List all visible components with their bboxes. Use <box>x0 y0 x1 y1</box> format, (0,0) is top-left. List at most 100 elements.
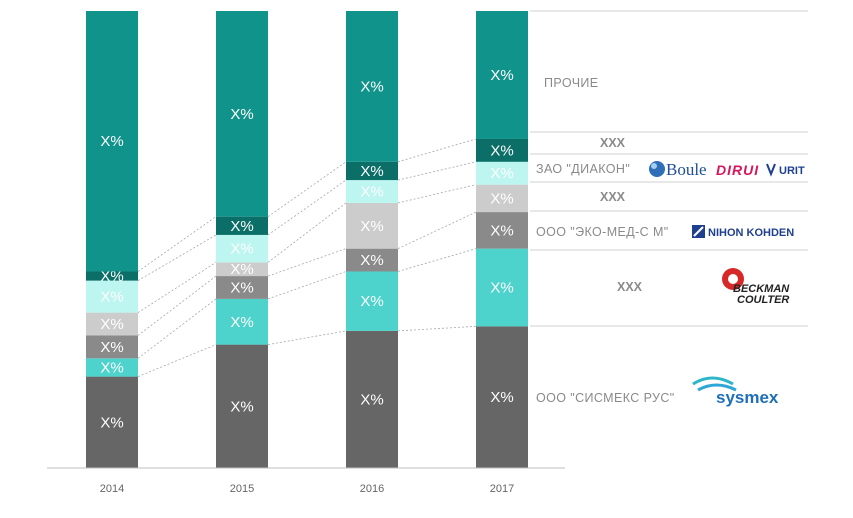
segment-value-label: X% <box>490 222 513 239</box>
segment-value-label: X% <box>230 398 253 415</box>
segment-value-label: X% <box>360 218 383 235</box>
bar-segment <box>346 330 398 468</box>
bar-segment <box>346 248 398 272</box>
segment-value-label: X% <box>100 133 123 150</box>
connector-line <box>267 179 347 236</box>
bar-segment <box>476 184 528 213</box>
legend-ekomed: ООО "ЭКО-МЕД-С М" <box>536 225 669 239</box>
bar-segment <box>86 11 138 272</box>
bar-segment <box>86 335 138 359</box>
legend-xxx-dark: XXX <box>600 136 626 150</box>
year-tick-label: 2017 <box>490 483 514 495</box>
connector-line <box>267 330 347 346</box>
bar-segment <box>476 248 528 327</box>
connector-line <box>267 202 347 263</box>
connector-line <box>137 234 217 281</box>
bar-segment <box>346 161 398 181</box>
dirui-logo: DIRUI <box>716 162 759 178</box>
segment-value-label: X% <box>360 252 383 269</box>
bar-segment <box>476 212 528 249</box>
bar-segment <box>476 326 528 468</box>
x-axis-tick-labels: 2014 2015 2016 2017 <box>100 483 514 495</box>
bar-segment <box>86 271 138 281</box>
legend-xxx-grey: XXX <box>600 190 626 204</box>
bar-segment <box>346 202 398 249</box>
connector-lines <box>137 138 477 377</box>
year-tick-label: 2015 <box>230 483 254 495</box>
connector-line <box>397 325 477 332</box>
connector-line <box>397 211 477 250</box>
boule-logo: Boule <box>649 160 707 179</box>
svg-text:sysmex: sysmex <box>716 388 779 407</box>
segment-value-label: X% <box>230 261 253 278</box>
bar-segment <box>216 234 268 263</box>
connector-line <box>137 216 217 272</box>
connector-line <box>397 138 477 163</box>
segment-value-label: X% <box>230 218 253 235</box>
bar-segment <box>86 376 138 468</box>
segment-value-label: X% <box>100 316 123 333</box>
segment-value-label: X% <box>490 142 513 159</box>
nihon-kohden-logo: NIHON KOHDEN <box>692 225 794 239</box>
connector-line <box>397 161 477 181</box>
bar-segment <box>346 180 398 203</box>
segment-value-label: X% <box>100 268 123 285</box>
bar-segment <box>476 161 528 185</box>
bar-segment <box>86 280 138 313</box>
connector-line <box>267 161 347 217</box>
bar-segment <box>216 276 268 299</box>
legend-diakon: ЗАО "ДИАКОН" <box>536 162 630 176</box>
bar-segment <box>216 344 268 468</box>
segment-value-label: X% <box>360 391 383 408</box>
bar-segment <box>216 262 268 277</box>
bar-segment <box>216 216 268 235</box>
bar-segment <box>86 312 138 336</box>
segment-value-label: X% <box>230 314 253 331</box>
svg-text:URIT: URIT <box>779 165 805 177</box>
segment-value-label: X% <box>490 165 513 182</box>
segment-value-label: X% <box>490 67 513 84</box>
connector-line <box>137 344 217 377</box>
bar-segment <box>346 271 398 331</box>
beckman-coulter-logo: BECKMAN COULTER <box>722 268 790 306</box>
segment-value-label: X% <box>360 78 383 95</box>
segment-value-label: X% <box>100 289 123 306</box>
connector-line <box>267 271 347 300</box>
stacked-bars: X%X%X%X%X%X%X%X%X%X%X%X%X%X%X%X%X%X%X%X%… <box>86 11 528 468</box>
segment-value-label: X% <box>360 184 383 201</box>
legend-xxx-teal: XXX <box>617 280 643 294</box>
connector-line <box>137 275 217 336</box>
connector-line <box>397 248 477 272</box>
segment-value-label: X% <box>230 279 253 296</box>
svg-text:COULTER: COULTER <box>737 294 789 306</box>
segment-value-label: X% <box>360 163 383 180</box>
segment-value-label: X% <box>100 414 123 431</box>
year-tick-label: 2016 <box>360 483 384 495</box>
legend: ПРОЧИЕ XXX ЗАО "ДИАКОН" XXX ООО "ЭКО-МЕД… <box>530 10 808 407</box>
connector-line <box>397 184 477 204</box>
svg-text:NIHON KOHDEN: NIHON KOHDEN <box>708 227 794 239</box>
connector-line <box>137 262 217 313</box>
bar-segment <box>346 11 398 162</box>
segment-value-label: X% <box>490 190 513 207</box>
bar-segment <box>476 138 528 162</box>
bar-segment <box>216 298 268 345</box>
bar-segment <box>216 11 268 217</box>
legend-sysmex: ООО "СИСМЕКС РУС" <box>536 391 675 405</box>
urit-logo: URIT <box>766 163 805 177</box>
connector-line <box>267 248 347 277</box>
segment-value-label: X% <box>490 389 513 406</box>
bar-segment <box>86 358 138 377</box>
connector-line <box>137 298 217 359</box>
segment-value-label: X% <box>100 359 123 376</box>
year-tick-label: 2014 <box>100 483 124 495</box>
sysmex-logo: sysmex <box>692 376 779 407</box>
segment-value-label: X% <box>490 279 513 296</box>
bar-segment <box>476 11 528 139</box>
legend-others: ПРОЧИЕ <box>544 76 599 90</box>
segment-value-label: X% <box>230 106 253 123</box>
svg-text:Boule: Boule <box>666 160 707 179</box>
svg-text:BECKMAN: BECKMAN <box>733 283 790 295</box>
segment-value-label: X% <box>360 293 383 310</box>
